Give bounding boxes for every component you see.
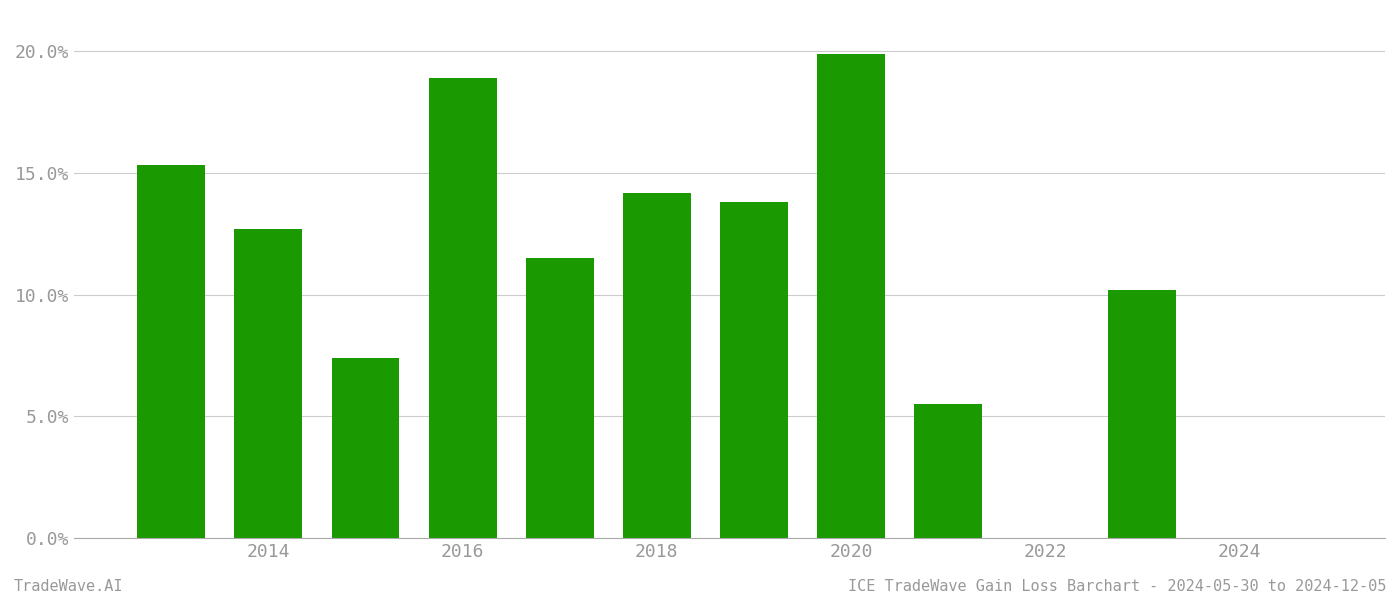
Bar	[1109, 290, 1176, 538]
Text: ICE TradeWave Gain Loss Barchart - 2024-05-30 to 2024-12-05: ICE TradeWave Gain Loss Barchart - 2024-…	[847, 579, 1386, 594]
Bar	[428, 78, 497, 538]
Bar	[623, 193, 690, 538]
Text: TradeWave.AI: TradeWave.AI	[14, 579, 123, 594]
Bar	[914, 404, 981, 538]
Bar	[526, 259, 594, 538]
Bar	[332, 358, 399, 538]
Bar	[137, 164, 206, 538]
Bar	[720, 202, 788, 538]
Bar	[234, 229, 302, 538]
Bar	[818, 54, 885, 538]
